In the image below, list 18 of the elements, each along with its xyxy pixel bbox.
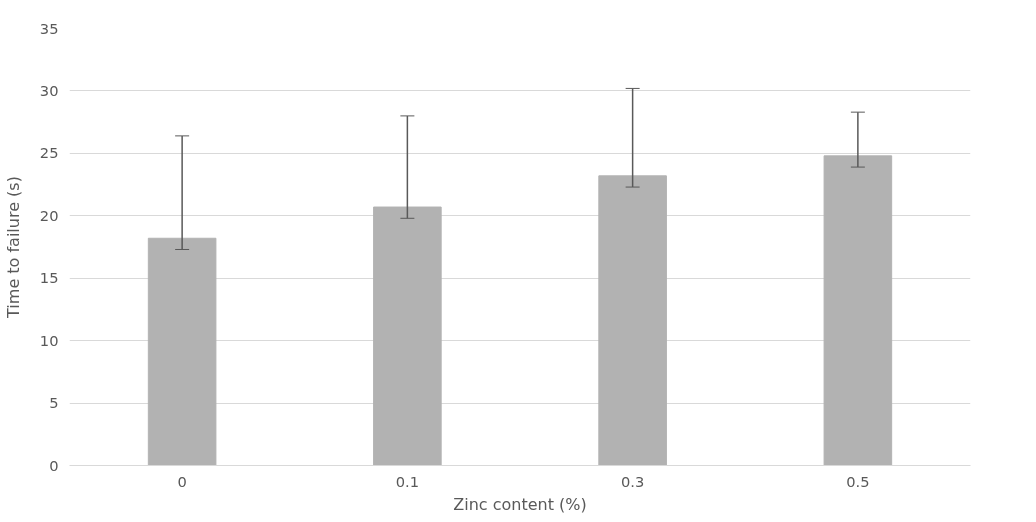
bar (823, 155, 893, 466)
y-tick-label: 0 (49, 456, 59, 474)
x-tick-label: 0.1 (395, 472, 420, 490)
x-axis-title: Zinc content (%) (453, 494, 587, 514)
y-tick-label: 25 (39, 144, 59, 162)
y-tick-label: 35 (39, 19, 59, 37)
y-axis-title: Time to failure (s) (3, 176, 23, 319)
bar (598, 175, 667, 466)
y-tick-label: 15 (39, 269, 59, 287)
bar (147, 237, 217, 466)
y-tick-label: 30 (39, 81, 59, 99)
y-tick-label: 10 (39, 331, 59, 349)
bar (373, 206, 442, 466)
x-tick-label: 0.5 (846, 472, 870, 490)
x-tick-label: 0 (177, 472, 187, 490)
y-tick-label: 5 (49, 394, 59, 412)
y-tick-label: 20 (39, 206, 59, 224)
x-tick-label: 0.3 (620, 472, 645, 490)
